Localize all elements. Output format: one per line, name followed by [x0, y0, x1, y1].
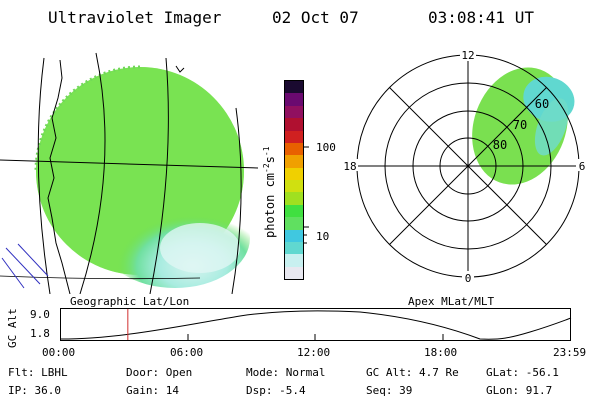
mlt-label-12: 12	[461, 49, 474, 62]
latitude-line	[0, 159, 258, 169]
altitude-ytick-low: 1.8	[30, 327, 50, 340]
mlat-label-80: 80	[493, 138, 507, 152]
apex-caption: Apex MLat/MLT	[408, 295, 495, 308]
info-mode: Mode: Normal	[246, 366, 326, 379]
polar-mlt-panel: 12 18 6 0 60 70 80	[342, 49, 588, 285]
time-label: 03:08:41 UT	[428, 8, 534, 27]
colorbar-segment	[285, 180, 303, 193]
coastline	[47, 59, 71, 294]
altitude-ytick-high: 9.0	[30, 308, 50, 321]
colorbar-segment	[285, 241, 303, 255]
time-tick-0600: 06:00	[170, 346, 204, 359]
info-ip: IP: 36.0	[8, 384, 61, 397]
date-label: 02 Oct 07	[272, 8, 359, 27]
colorbar-segment	[285, 266, 303, 279]
colorbar-segment	[285, 204, 303, 218]
geographic-caption: Geographic Lat/Lon	[70, 295, 190, 308]
instrument-title: Ultraviolet Imager	[48, 8, 222, 27]
time-tick-0000: 00:00	[42, 346, 76, 359]
colorbar-segment	[285, 130, 303, 143]
altitude-ylabel: GC Alt	[6, 308, 19, 348]
colorbar-segment	[285, 81, 303, 94]
time-tick-2359: 23:59	[553, 346, 587, 359]
mlt-label-0: 0	[465, 272, 472, 285]
info-gain: Gain: 14	[126, 384, 179, 397]
colorbar-tick-100: 100	[316, 141, 336, 154]
colorbar-segment	[285, 254, 303, 267]
time-tick-1800: 18:00	[424, 346, 458, 359]
mlat-label-70: 70	[513, 118, 527, 132]
info-gc-alt: GC Alt: 4.7 Re	[366, 366, 459, 379]
colorbar-segment	[285, 118, 303, 131]
info-glat: GLat: -56.1	[486, 366, 559, 379]
info-seq: Seq: 39	[366, 384, 413, 397]
mlt-label-18: 18	[343, 160, 356, 173]
info-flt: Flt: LBHL	[8, 366, 68, 379]
colorbar-segment	[285, 155, 303, 168]
info-glon: GLon: 91.7	[486, 384, 553, 397]
colorbar-segment	[285, 217, 303, 230]
colorbar	[284, 80, 304, 280]
colorbar-segment	[285, 167, 303, 180]
time-tick-1200: 12:00	[297, 346, 331, 359]
altitude-plot	[60, 308, 572, 341]
colorbar-segment	[285, 142, 303, 156]
longitude-line	[37, 57, 51, 294]
info-dsp: Dsp: -5.4	[246, 384, 306, 397]
colorbar-label: photon cm-2s-1	[262, 146, 277, 238]
colorbar-tick-10: 10	[316, 230, 330, 243]
colorbar-segment	[285, 192, 303, 205]
colorbar-segment	[285, 229, 303, 242]
geographic-image-panel	[0, 52, 258, 294]
altitude-curve	[60, 310, 572, 340]
colorbar-segment	[285, 93, 303, 106]
mlt-label-6: 6	[579, 160, 586, 173]
colorbar-segment	[285, 105, 303, 119]
info-door: Door: Open	[126, 366, 193, 379]
mlat-label-60: 60	[535, 97, 549, 111]
